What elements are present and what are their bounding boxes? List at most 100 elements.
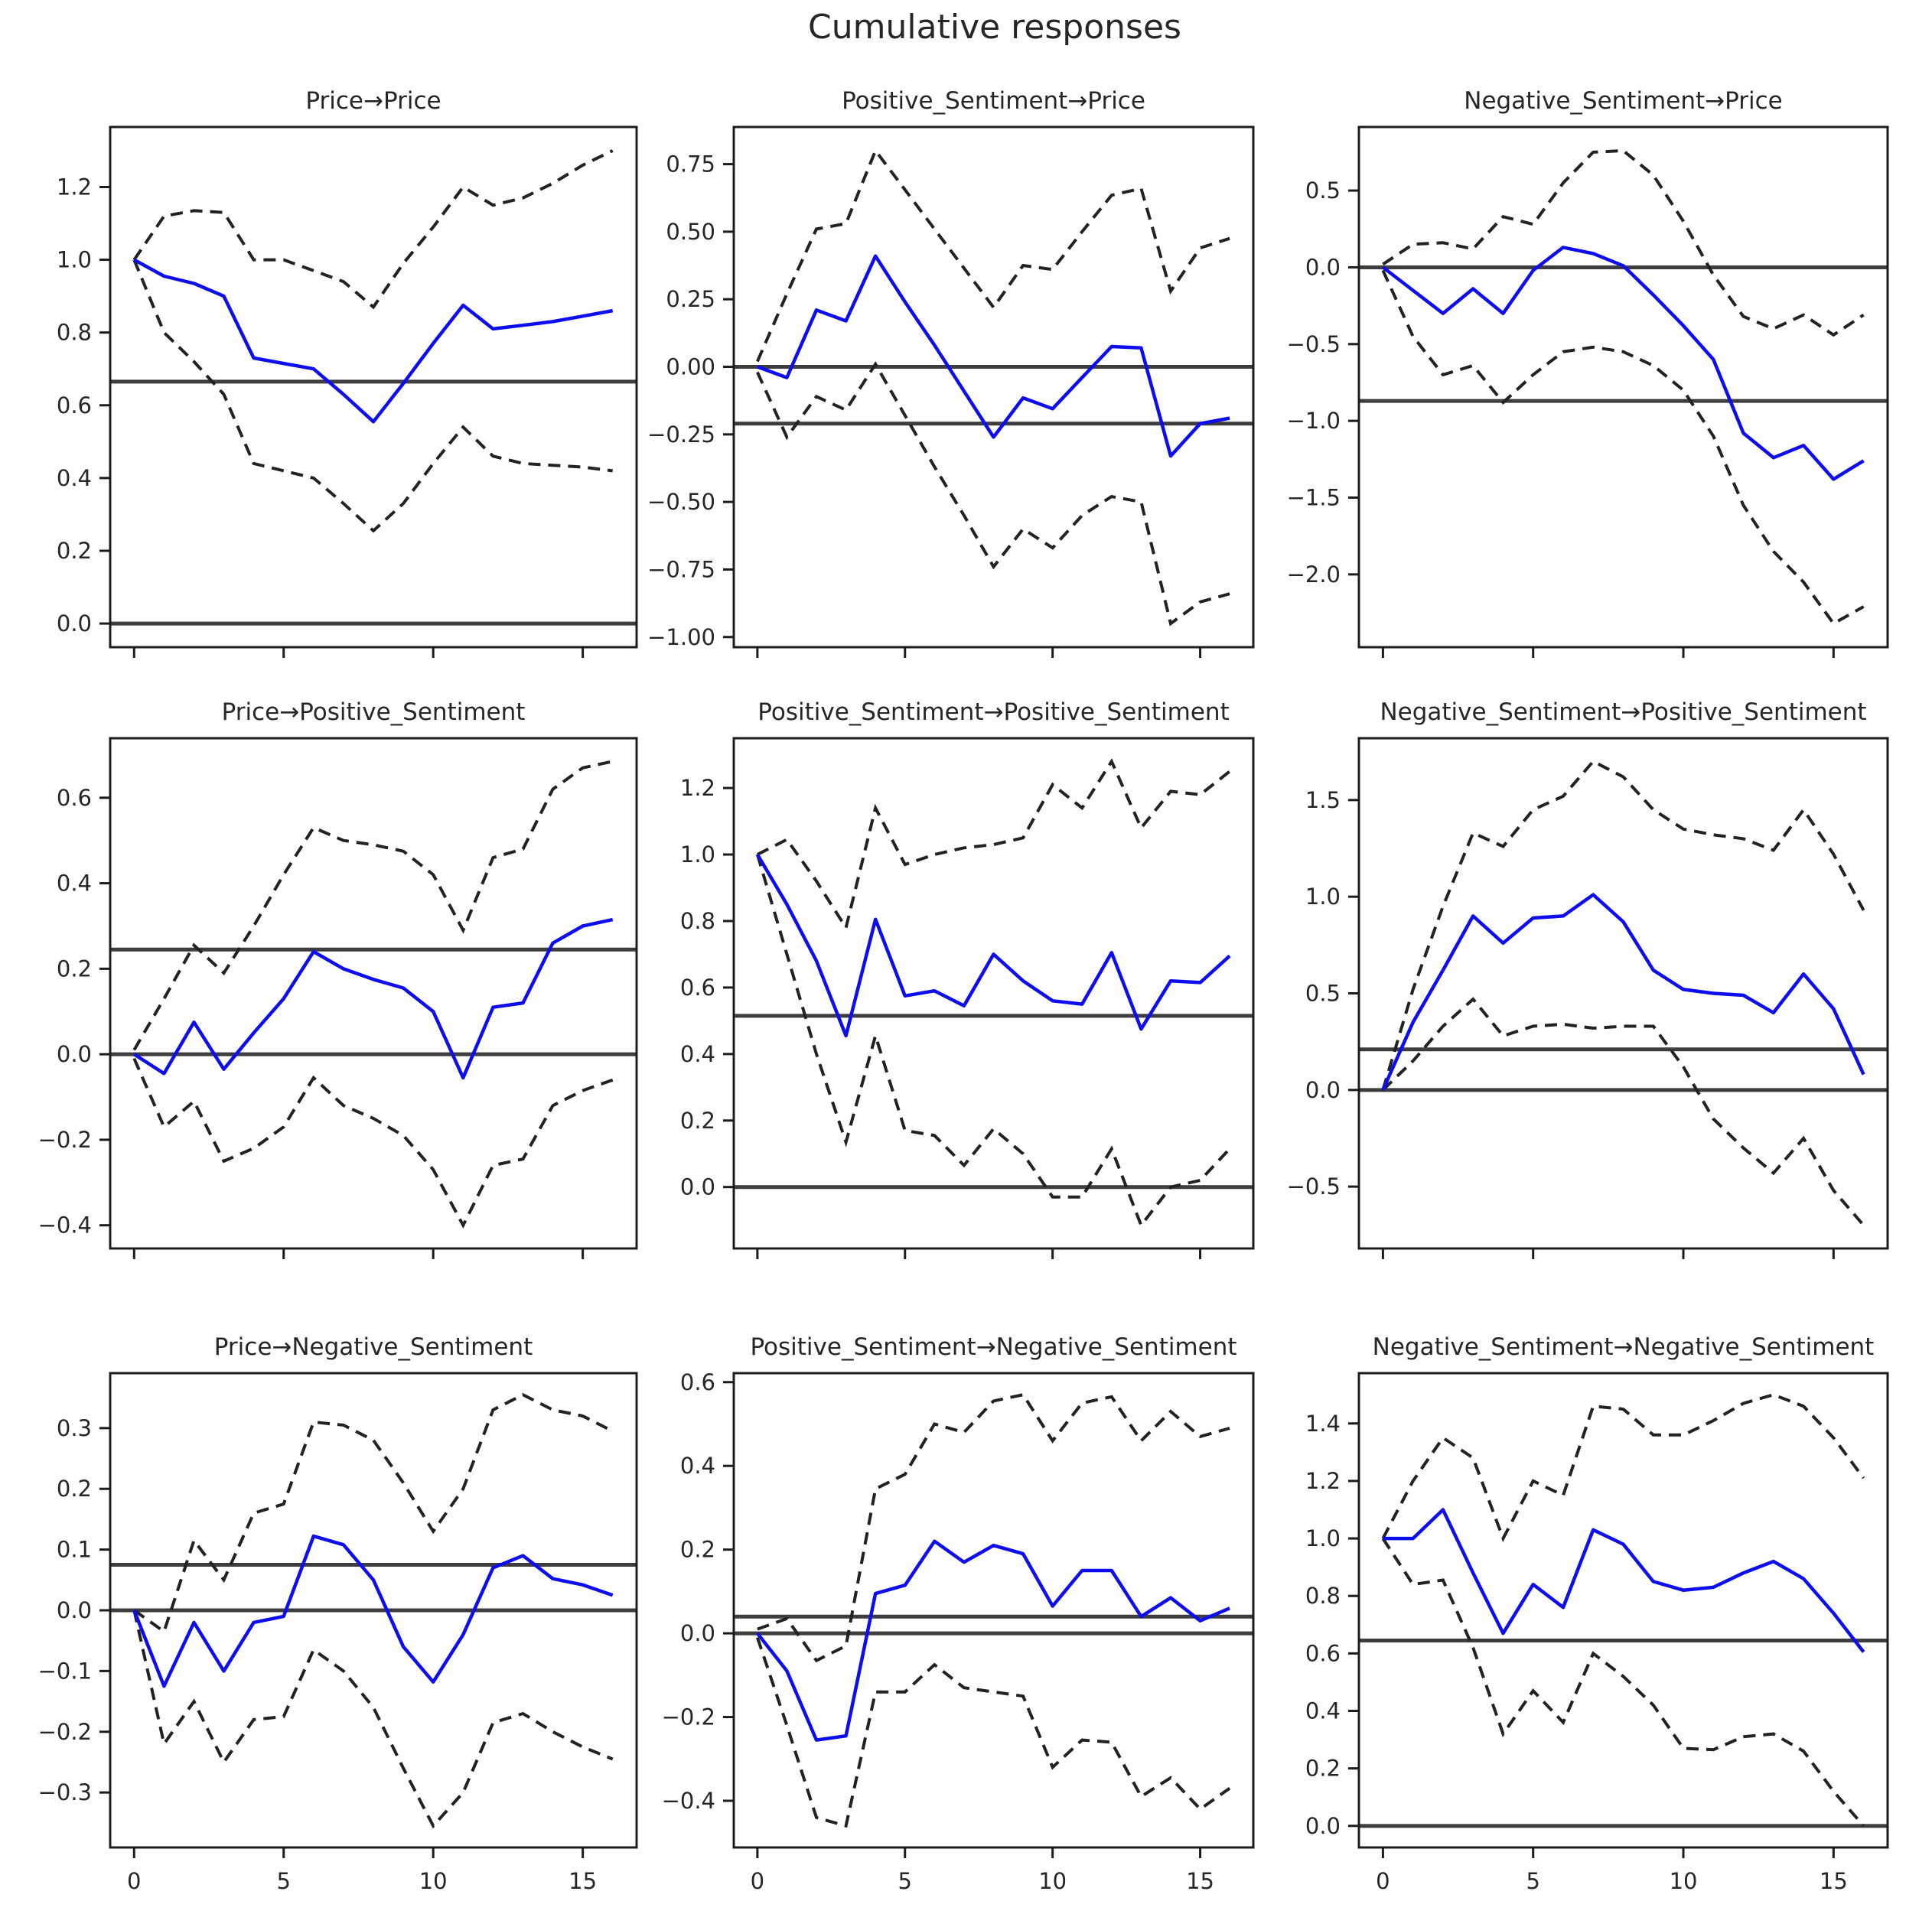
response-line xyxy=(755,853,1231,1038)
y-tick-label: 0.0 xyxy=(57,1041,92,1067)
subplot-title: Price→Price xyxy=(305,87,441,115)
y-tick-label: 0.8 xyxy=(680,908,715,934)
axes-border xyxy=(732,1372,1255,1849)
upper-band xyxy=(1381,759,1865,1091)
y-tick-label: −0.50 xyxy=(647,489,715,515)
upper-band xyxy=(1382,148,1865,337)
y-tick-label: −0.3 xyxy=(38,1779,92,1805)
y-tick-label: −0.2 xyxy=(38,1127,92,1153)
y-tick-label: 0.5 xyxy=(1305,177,1341,203)
lower-band xyxy=(755,854,1231,1229)
subplot-title: Positive_Sentiment→Negative_Sentiment xyxy=(750,1333,1237,1361)
y-tick-label: −0.25 xyxy=(647,422,715,448)
lower-band xyxy=(132,259,613,533)
plot-area: 1.4 1.2 1.0 0.8 0.6 0.4 0.2 0.0 0 5 10 15 xyxy=(1305,1372,1889,1894)
y-tick-label: 0.0 xyxy=(57,1597,92,1623)
response-line xyxy=(132,1534,614,1688)
y-tick-label: 0.0 xyxy=(1305,1077,1341,1103)
axes-border xyxy=(1357,1372,1889,1849)
y-tick-label: −0.2 xyxy=(38,1719,92,1745)
lower-band xyxy=(132,1057,614,1229)
plot-area: 1.2 1.0 0.8 0.6 0.4 0.2 0.0 xyxy=(680,737,1255,1259)
y-tick-label: −1.0 xyxy=(1287,408,1341,434)
y-tick-label: 0.2 xyxy=(57,955,92,981)
plot-area: 1.5 1.0 0.5 0.0 −0.5 xyxy=(1287,737,1889,1259)
axes-border xyxy=(1357,125,1889,649)
y-tick-label: 0.0 xyxy=(1305,254,1341,280)
y-tick-label: 0.5 xyxy=(1305,981,1341,1007)
x-tick-label: 10 xyxy=(419,1868,448,1894)
subplot-positive-sentiment-to-positive-sentiment: Positive_Sentiment→Positive_Sentiment 1.… xyxy=(680,698,1255,1259)
y-tick-label: −0.4 xyxy=(662,1788,715,1814)
y-tick-label: 0.2 xyxy=(57,538,92,564)
lower-band xyxy=(1381,1538,1865,1828)
figure-title: Cumulative responses xyxy=(808,8,1181,47)
axes-border xyxy=(732,125,1255,649)
subplot-title: Negative_Sentiment→Positive_Sentiment xyxy=(1380,698,1867,726)
upper-band xyxy=(132,760,614,1051)
response-line xyxy=(133,917,614,1080)
axes-border xyxy=(109,737,638,1250)
y-tick-label: 1.5 xyxy=(1305,787,1341,813)
y-tick-label: 0.0 xyxy=(57,610,92,636)
y-tick-label: −1.5 xyxy=(1287,485,1341,511)
y-tick-label: 0.8 xyxy=(1305,1583,1341,1609)
subplot-price-to-price: Price→Price 1.2 1.0 0.8 0.6 0.4 0.2 0.0 xyxy=(57,87,638,658)
y-tick-label: 1.0 xyxy=(1305,1525,1341,1551)
response-line xyxy=(756,1539,1230,1742)
axes-border xyxy=(109,125,638,649)
y-tick-label: 0.1 xyxy=(57,1537,92,1563)
response-line xyxy=(1381,893,1865,1091)
y-tick-label: 0.6 xyxy=(680,975,715,1001)
y-tick-label: 1.2 xyxy=(680,775,715,801)
lower-band xyxy=(1381,269,1865,626)
subplot-title: Positive_Sentiment→Positive_Sentiment xyxy=(757,698,1230,726)
y-tick-label: 1.2 xyxy=(57,174,92,200)
y-tick-label: 0.00 xyxy=(666,354,715,380)
lower-band xyxy=(756,1636,1231,1828)
x-tick-label: 5 xyxy=(1526,1868,1539,1894)
y-tick-label: 0.75 xyxy=(666,151,715,177)
y-tick-label: −1.00 xyxy=(647,624,715,650)
plot-area: 0.5 0.0 −0.5 −1.0 −1.5 −2.0 xyxy=(1287,125,1889,658)
subplot-positive-sentiment-to-price: Positive_Sentiment→Price 0.75 0.50 0.25 0.0… xyxy=(647,87,1255,658)
x-tick-label: 5 xyxy=(898,1868,912,1894)
plot-area: 0.75 0.50 0.25 0.00 −0.25 −0.50 −0.75 −1.00 xyxy=(647,125,1255,658)
subplot-title: Price→Positive_Sentiment xyxy=(221,698,526,726)
x-tick-label: 0 xyxy=(1376,1868,1390,1894)
y-tick-label: −0.1 xyxy=(38,1658,92,1684)
y-tick-label: 0.0 xyxy=(1305,1813,1341,1839)
upper-band xyxy=(757,1392,1230,1663)
y-tick-label: 0.25 xyxy=(666,286,715,312)
response-line xyxy=(1383,1508,1865,1653)
y-tick-label: 0.3 xyxy=(57,1415,92,1441)
y-tick-label: 0.6 xyxy=(680,1369,715,1395)
upper-band xyxy=(1381,1393,1865,1543)
x-tick-label: 10 xyxy=(1670,1868,1698,1894)
y-tick-label: −0.4 xyxy=(38,1213,92,1239)
x-tick-label: 15 xyxy=(1186,1868,1214,1894)
subplot-negative-sentiment-to-positive-sentiment: Negative_Sentiment→Positive_Sentiment 1.… xyxy=(1287,698,1889,1259)
y-tick-label: 0.0 xyxy=(680,1174,715,1200)
plot-area: 1.2 1.0 0.8 0.6 0.4 0.2 0.0 xyxy=(57,125,638,658)
plot-area: 0.6 0.4 0.2 0.0 −0.2 −0.4 0 5 10 15 xyxy=(662,1369,1255,1894)
axes-border xyxy=(732,737,1255,1250)
subplot-negative-sentiment-to-negative-sentiment: Negative_Sentiment→Negative_Sentiment 1.… xyxy=(1305,1333,1889,1894)
x-tick-label: 10 xyxy=(1038,1868,1067,1894)
lower-band xyxy=(756,361,1230,627)
y-tick-label: 0.2 xyxy=(680,1108,715,1134)
upper-band xyxy=(756,758,1231,932)
subplot-positive-sentiment-to-negative-sentiment: Positive_Sentiment→Negative_Sentiment 0.… xyxy=(662,1333,1255,1894)
x-tick-label: 5 xyxy=(277,1868,291,1894)
upper-band xyxy=(756,147,1230,363)
plot-area: 0.3 0.2 0.1 0.0 −0.1 −0.2 −0.3 0 5 10 15 xyxy=(38,1372,638,1894)
y-tick-label: 0.50 xyxy=(666,219,715,245)
subplot-price-to-negative-sentiment: Price→Negative_Sentiment 0.3 0.2 0.1 0.0 −0.… xyxy=(38,1333,638,1894)
y-tick-label: 0.8 xyxy=(57,320,92,346)
subplot-title: Price→Negative_Sentiment xyxy=(213,1333,533,1361)
y-tick-label: 1.4 xyxy=(1305,1411,1341,1437)
y-tick-label: 1.0 xyxy=(57,247,92,273)
response-line xyxy=(133,258,614,424)
x-tick-label: 0 xyxy=(751,1868,764,1894)
y-tick-label: 0.6 xyxy=(57,785,92,811)
